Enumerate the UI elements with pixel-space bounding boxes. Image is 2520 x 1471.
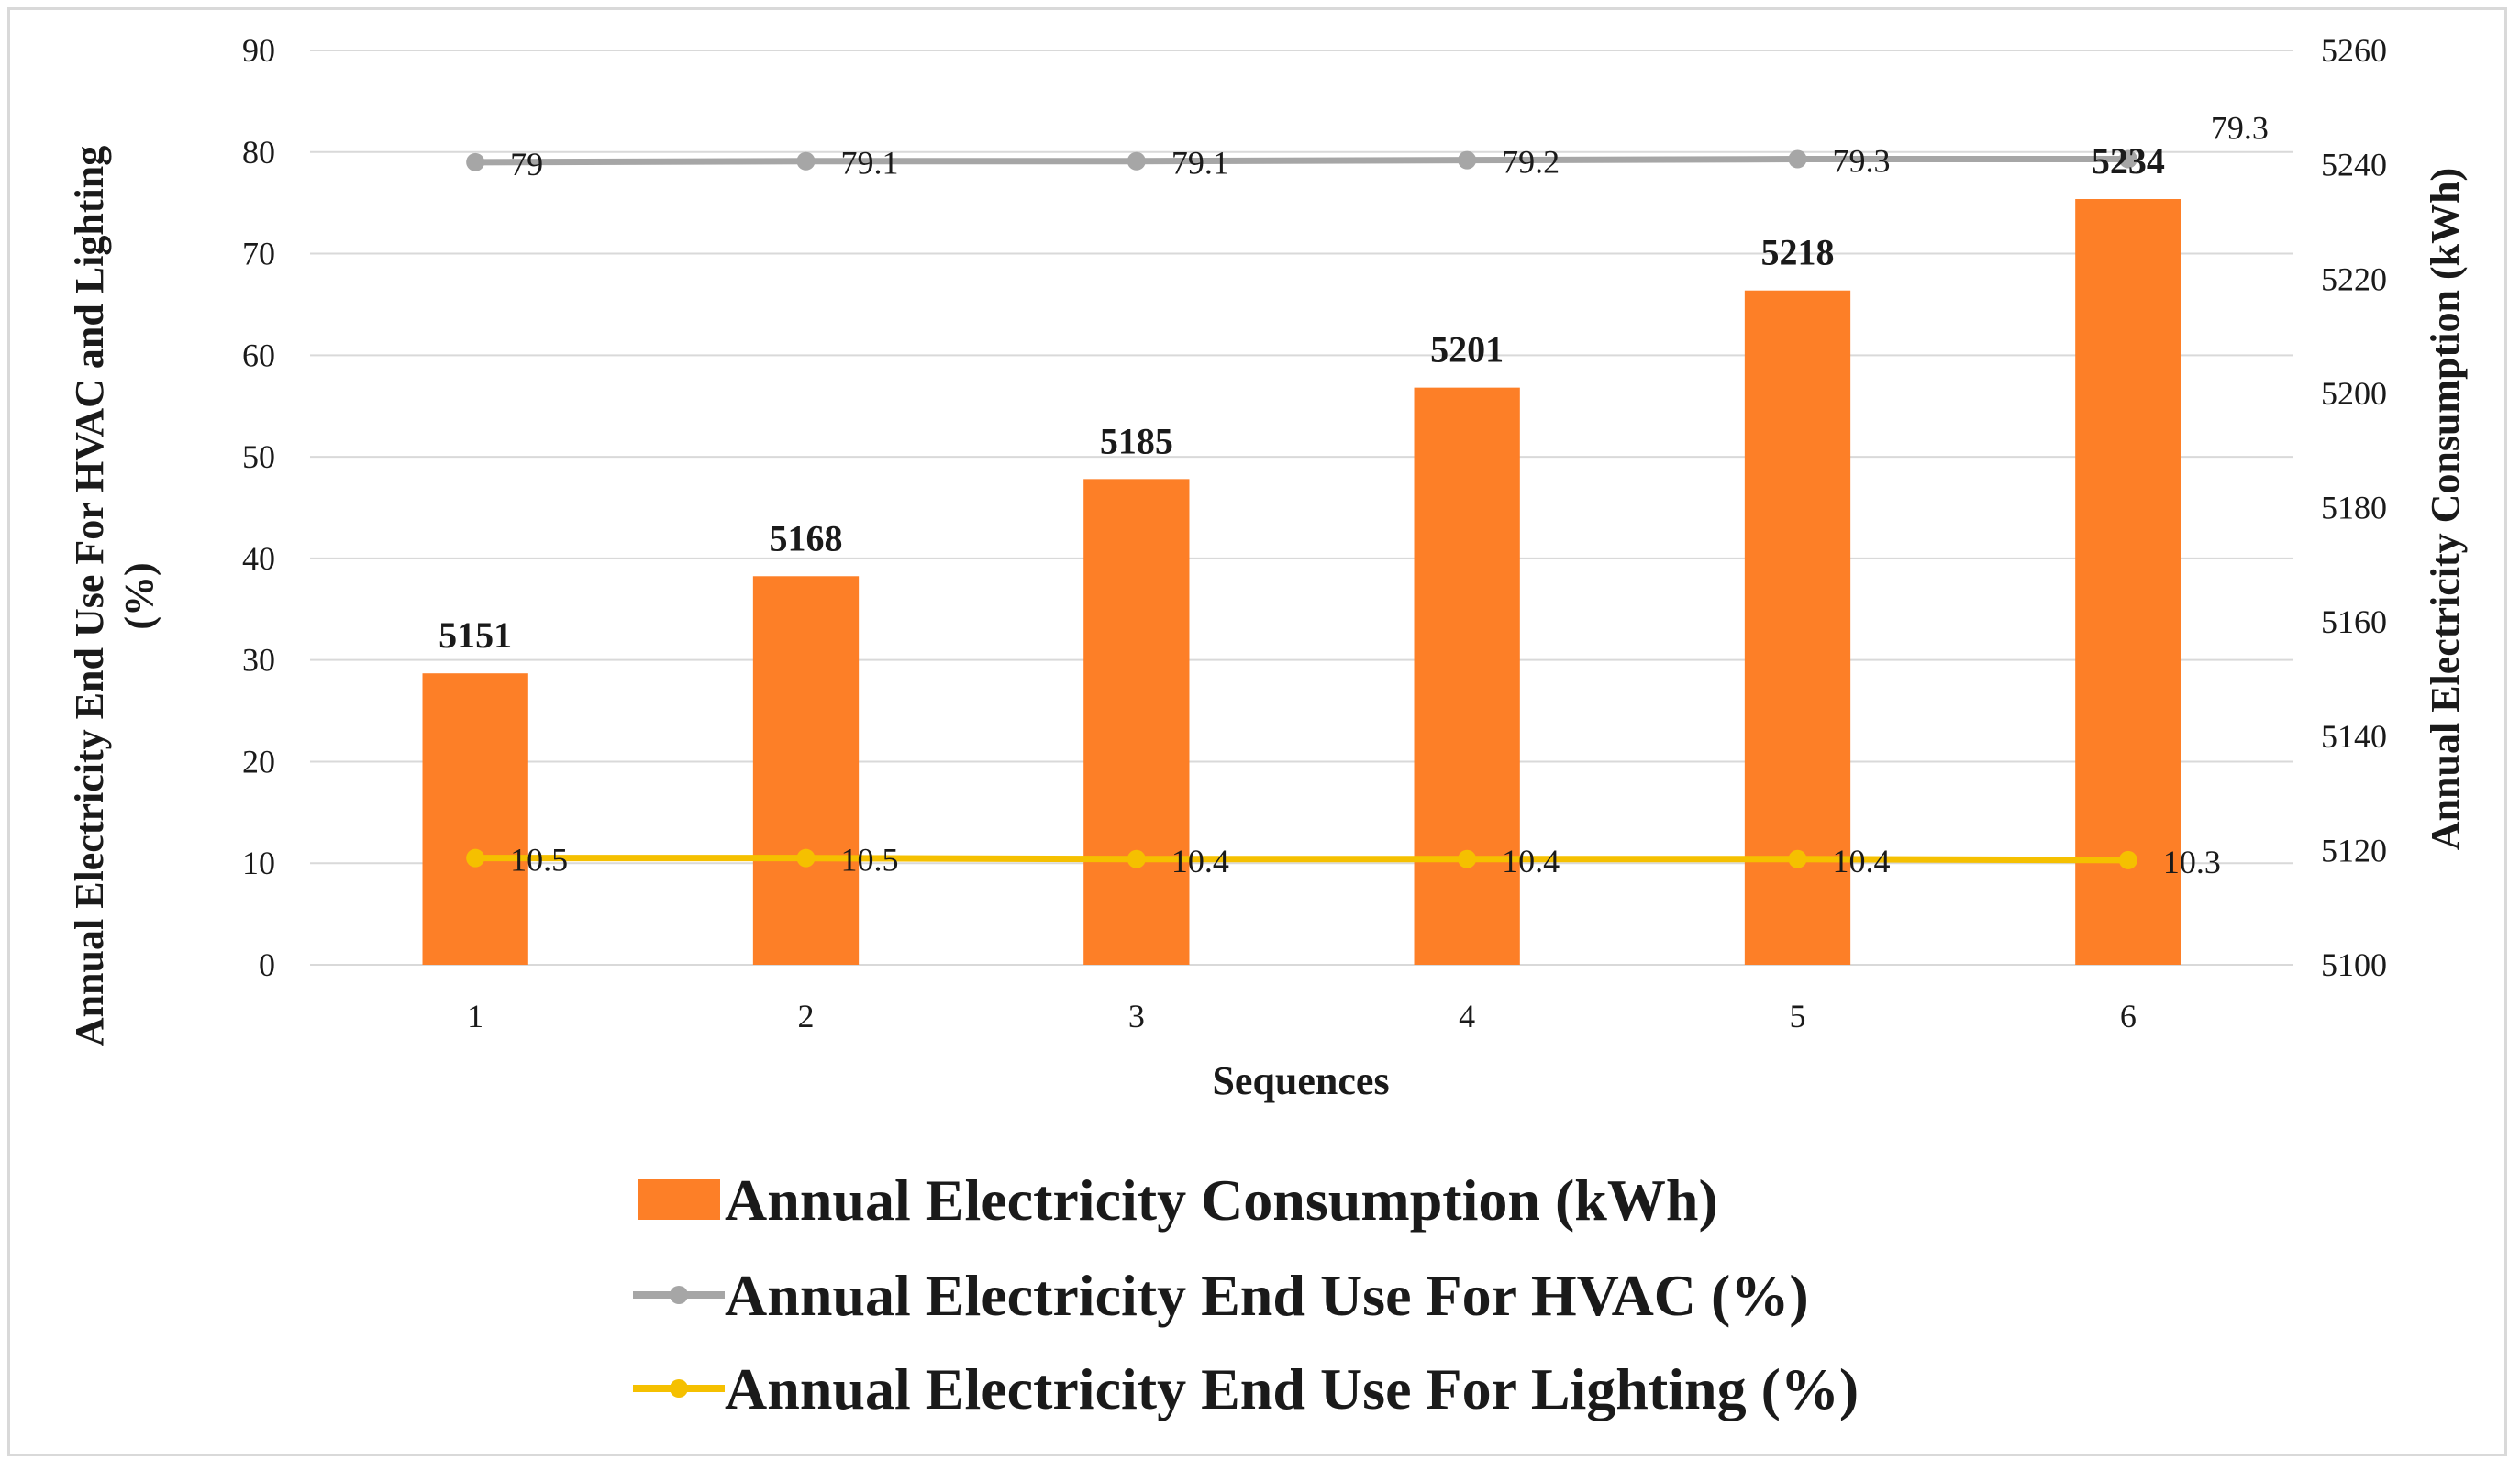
left-y-tick-label: 80 [242, 134, 275, 171]
left-y-tick-label: 10 [242, 845, 275, 881]
bar-data-label: 5151 [439, 614, 512, 656]
point-data-label: 79 [510, 146, 543, 182]
gridlines [310, 50, 2293, 966]
axis-ticks: 0 10 20 30 40 50 60 70 80 90 5100 5120 5140 5160 5180 5… [242, 32, 2387, 1034]
left-y-tick-label: 30 [242, 642, 275, 679]
left-y-axis-title-line2: (%) [117, 562, 161, 629]
right-y-axis-title: Annual Electricity Consumption (kWh) [2423, 168, 2468, 850]
point-data-label: 79.3 [2211, 110, 2269, 147]
series-point [1788, 149, 1807, 169]
right-y-tick-label: 5180 [2321, 490, 2387, 526]
point-data-label: 10.4 [1171, 843, 1229, 879]
x-axis-title: Sequences [1212, 1058, 1389, 1103]
legend-swatch-bar [638, 1179, 720, 1220]
left-y-tick-label: 0 [259, 946, 275, 983]
series-point [1458, 150, 1477, 170]
left-y-tick-label: 20 [242, 743, 275, 780]
series-point [466, 152, 485, 171]
series-point [1127, 151, 1146, 171]
legend-entry-label: Annual Electricity Consumption (kWh) [725, 1167, 1718, 1233]
right-y-tick-label: 5160 [2321, 603, 2387, 640]
point-data-label: 10.4 [1833, 843, 1891, 879]
left-y-axis-title-line1: Annual Electricity End Use For HVAC and … [67, 146, 112, 1046]
series-line [475, 156, 2128, 166]
bar [752, 576, 860, 965]
left-y-tick-label: 90 [242, 32, 275, 69]
legend-entry-label: Annual Electricity End Use For Lighting … [725, 1356, 1859, 1421]
series-point [796, 848, 816, 868]
left-y-tick-label: 70 [242, 236, 275, 272]
right-y-tick-label: 5220 [2321, 260, 2387, 297]
x-tick-label: 4 [1459, 998, 1475, 1034]
legend-swatch-point [670, 1379, 688, 1398]
point-data-label: 79.3 [1833, 143, 1891, 180]
bar-data-label: 5234 [2092, 140, 2165, 182]
bar-data-label: 5185 [1100, 420, 1173, 461]
point-data-label: 10.4 [1502, 843, 1560, 879]
legend-entry-label: Annual Electricity End Use For HVAC (%) [725, 1263, 1809, 1328]
right-y-tick-label: 5120 [2321, 832, 2387, 868]
series-point [796, 151, 816, 171]
left-y-tick-label: 60 [242, 337, 275, 373]
x-tick-label: 2 [798, 998, 815, 1034]
bar-data-label: 5168 [770, 517, 843, 559]
point-data-label: 79.1 [1171, 145, 1229, 182]
series-point [1788, 849, 1807, 868]
right-y-tick-label: 5100 [2321, 946, 2387, 983]
bar [1414, 387, 1520, 965]
point-data-label: 79.2 [1502, 144, 1560, 181]
left-y-tick-label: 40 [242, 540, 275, 577]
line-series [466, 149, 2137, 869]
bar-series [422, 199, 2181, 965]
point-data-label: 10.3 [2163, 844, 2221, 880]
series-point [466, 848, 485, 868]
x-tick-label: 3 [1128, 998, 1145, 1034]
right-y-tick-label: 5200 [2321, 375, 2387, 412]
x-tick-label: 5 [1790, 998, 1806, 1034]
right-y-tick-label: 5240 [2321, 147, 2387, 183]
data-labels: 5151 5168 5185 5201 5218 5234 79 79.1 79.1 79.2 79… [439, 110, 2269, 880]
series-point [2118, 850, 2137, 869]
left-y-tick-label: 50 [242, 438, 275, 475]
bar [2075, 199, 2181, 965]
left-y-axis-title: Annual Electricity End Use For HVAC and … [67, 146, 161, 1046]
bar-data-label: 5218 [1761, 232, 1835, 273]
bar [422, 673, 528, 965]
bar-data-label: 5201 [1430, 329, 1504, 371]
point-data-label: 10.5 [510, 842, 568, 879]
right-y-tick-label: 5140 [2321, 718, 2387, 755]
legend-swatch-point [670, 1286, 688, 1304]
point-data-label: 79.1 [841, 145, 899, 182]
series-point [2118, 149, 2137, 169]
bar [1083, 479, 1190, 965]
series-line [475, 855, 2128, 864]
x-tick-label: 1 [467, 998, 483, 1034]
right-y-tick-label: 5260 [2321, 32, 2387, 69]
x-tick-label: 6 [2120, 998, 2137, 1034]
series-point [1127, 849, 1146, 868]
legend: Annual Electricity Consumption (kWh) Annu… [633, 1167, 1859, 1421]
series-point [1458, 849, 1477, 868]
point-data-label: 10.5 [841, 842, 899, 879]
